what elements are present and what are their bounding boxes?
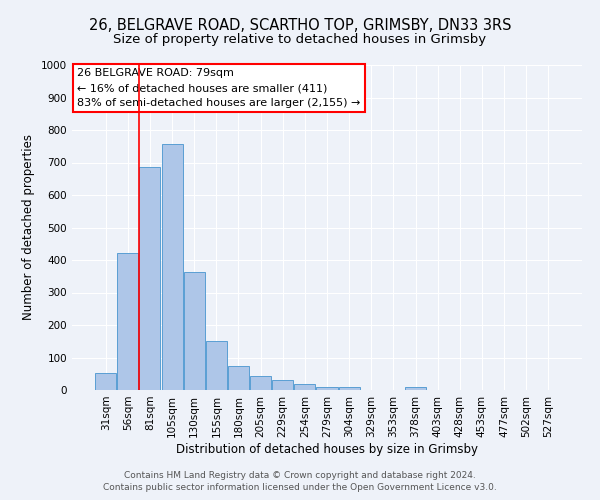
Bar <box>206 340 227 390</box>
Bar <box>338 388 359 390</box>
Bar <box>95 373 116 390</box>
X-axis label: Distribution of detached houses by size in Grimsby: Distribution of detached houses by size … <box>176 442 478 456</box>
Y-axis label: Number of detached properties: Number of detached properties <box>22 134 35 320</box>
Text: Contains HM Land Registry data © Crown copyright and database right 2024.
Contai: Contains HM Land Registry data © Crown c… <box>103 471 497 492</box>
Bar <box>118 253 139 390</box>
Text: 26 BELGRAVE ROAD: 79sqm
← 16% of detached houses are smaller (411)
83% of semi-d: 26 BELGRAVE ROAD: 79sqm ← 16% of detache… <box>77 68 361 108</box>
Bar <box>228 366 249 390</box>
Bar <box>405 388 426 390</box>
Bar <box>316 387 338 390</box>
Bar <box>184 272 205 390</box>
Bar <box>161 144 182 390</box>
Bar <box>139 168 160 390</box>
Bar <box>295 384 316 390</box>
Text: Size of property relative to detached houses in Grimsby: Size of property relative to detached ho… <box>113 32 487 46</box>
Text: 26, BELGRAVE ROAD, SCARTHO TOP, GRIMSBY, DN33 3RS: 26, BELGRAVE ROAD, SCARTHO TOP, GRIMSBY,… <box>89 18 511 32</box>
Bar <box>250 376 271 390</box>
Bar <box>272 380 293 390</box>
